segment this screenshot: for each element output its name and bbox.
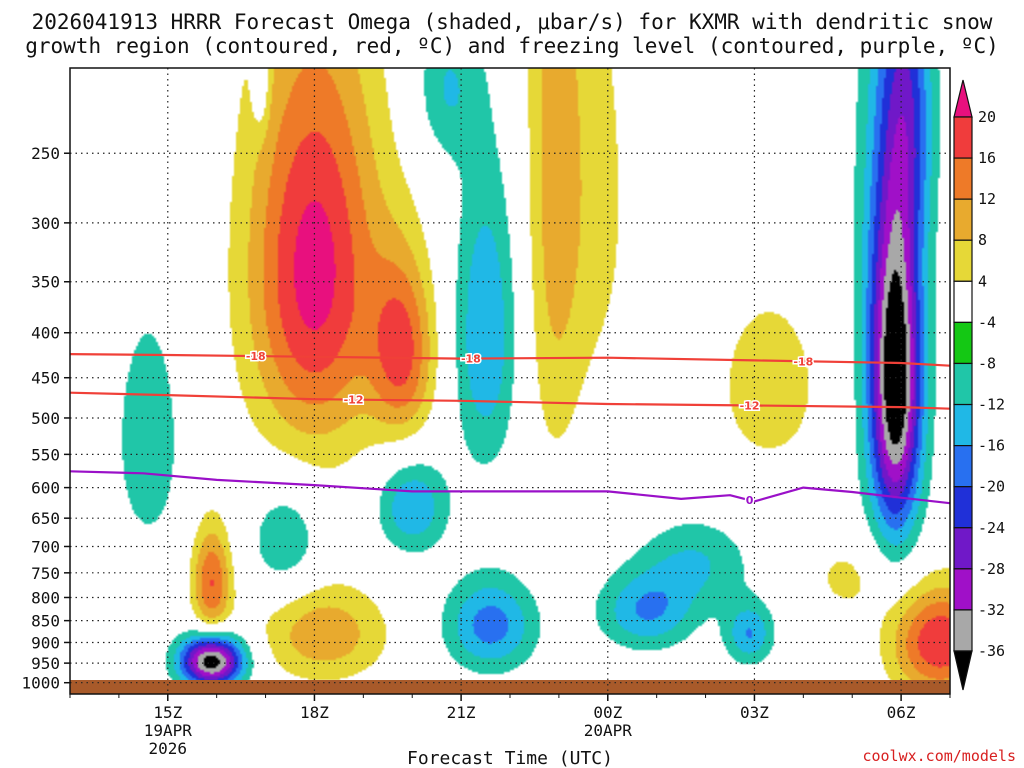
x-tick-label: 15Z [153, 703, 182, 722]
y-tick-label: 750 [31, 564, 60, 583]
colorbar-label: -8 [978, 354, 996, 372]
x-axis-label: Forecast Time (UTC) [407, 748, 613, 768]
x-tick-label: 06Z [887, 703, 916, 722]
colorbar: 20 16 12 8 4 -4 -8 -12 -16 -20 -24 -28 -32 -36 [953, 79, 1005, 691]
ground-strip [70, 680, 950, 694]
contour-dgz-cold [69, 353, 951, 367]
colorbar-swatch [953, 157, 973, 200]
y-tick-label: 250 [31, 144, 60, 163]
y-tick-label: 600 [31, 479, 60, 498]
colorbar-label: -28 [978, 560, 1005, 578]
x-tick-label: 00Z [593, 703, 622, 722]
x-year-label: 2026 [149, 739, 188, 758]
colorbar-swatch [953, 239, 973, 282]
colorbar-swatch [953, 362, 973, 406]
y-tick-label: 900 [31, 633, 60, 652]
colorbar-label: 20 [978, 108, 996, 126]
colorbar-label: 16 [978, 149, 996, 167]
colorbar-swatch [953, 321, 973, 365]
contour-labels: -18 -18 -18 -12 -12 0 [244, 349, 814, 509]
gridlines [70, 68, 950, 694]
y-tick-label: 300 [31, 214, 60, 233]
colorbar-swatch [953, 198, 973, 241]
contour-dgz-warm [69, 391, 951, 410]
chart-title-line2: growth region (contoured, red, ºC) and f… [25, 34, 999, 58]
chart-title-line1: 2026041913 HRRR Forecast Omega (shaded, … [32, 10, 993, 34]
y-tick-label: 700 [31, 537, 60, 556]
x-tick-label: 21Z [447, 703, 476, 722]
y-tick-label: 400 [31, 324, 60, 343]
colorbar-label: 12 [978, 190, 996, 208]
temperature-contours [69, 353, 951, 505]
y-tick-label: 450 [31, 369, 60, 388]
y-tick-label: 650 [31, 509, 60, 528]
omega-shaded-field [70, 68, 950, 694]
contour-label: -12 [344, 394, 364, 407]
contour-label: -18 [246, 350, 266, 363]
x-tick-label: 03Z [740, 703, 769, 722]
colorbar-label: -16 [978, 437, 1005, 455]
y-tick-label: 950 [31, 654, 60, 673]
colorbar-swatch [953, 568, 973, 611]
plot-area: -18 -18 -18 -12 -12 0 [69, 67, 951, 695]
colorbar-label: -20 [978, 478, 1005, 496]
contour-label: -18 [461, 353, 481, 366]
contour-label: 0 [746, 494, 754, 507]
y-axis: 250 300 350 400 450 500 550 600 650 700 750 800 850 9… [21, 144, 70, 693]
colorbar-swatch [953, 403, 973, 447]
y-tick-label: 500 [31, 409, 60, 428]
colorbar-swatch [953, 486, 973, 529]
contour-label: -18 [793, 355, 813, 368]
colorbar-swatch [953, 445, 973, 488]
y-tick-label: 850 [31, 612, 60, 631]
colorbar-swatch [953, 116, 973, 159]
colorbar-swatch [953, 527, 973, 570]
x-date-label: 19APR [144, 721, 193, 740]
contour-label: -12 [740, 399, 760, 412]
contour-freezing-level [69, 470, 951, 505]
colorbar-label: -12 [978, 396, 1005, 414]
colorbar-label: -24 [978, 519, 1005, 537]
colorbar-swatch [953, 280, 973, 323]
colorbar-swatch [953, 609, 973, 652]
colorbar-top-arrow [953, 79, 973, 118]
credit-text: coolwx.com/models [862, 747, 1016, 765]
colorbar-bottom-arrow [953, 650, 973, 691]
x-tick-label: 18Z [300, 703, 329, 722]
colorbar-label: -36 [978, 642, 1005, 660]
colorbar-label: 4 [978, 272, 987, 290]
y-tick-label: 1000 [21, 674, 60, 693]
colorbar-label: -4 [978, 313, 996, 331]
y-tick-label: 350 [31, 273, 60, 292]
y-tick-label: 550 [31, 445, 60, 464]
y-tick-label: 800 [31, 588, 60, 607]
colorbar-label: 8 [978, 231, 987, 249]
colorbar-label: -32 [978, 601, 1005, 619]
x-date-label: 20APR [584, 721, 633, 740]
